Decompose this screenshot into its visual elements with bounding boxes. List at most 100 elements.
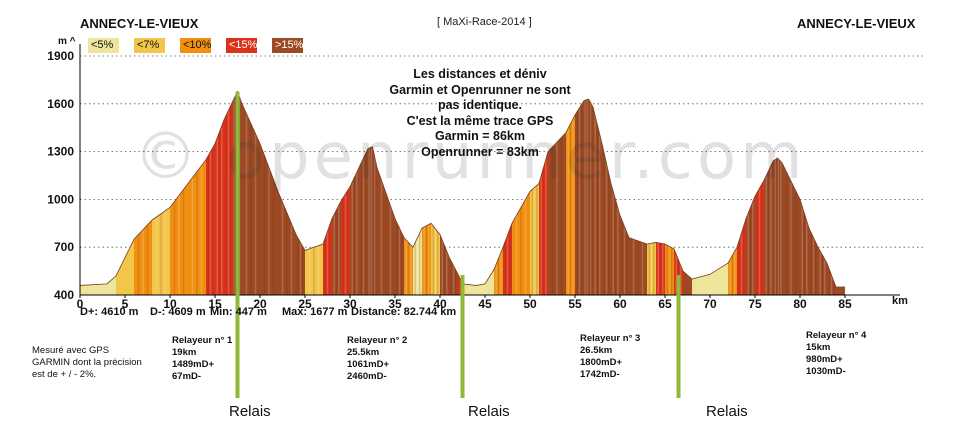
profile-segment — [620, 215, 629, 295]
profile-segment — [800, 199, 809, 295]
profile-segment — [404, 237, 413, 295]
relay-d-minus: 67mD- — [172, 371, 202, 382]
profile-segment — [809, 228, 818, 295]
profile-segment — [395, 218, 404, 295]
relay-name: Relayeur n° 3 — [580, 333, 641, 344]
profile-segment — [782, 162, 800, 295]
note-line: Garmin et Openrunner ne sont — [389, 82, 571, 97]
profile-segment — [755, 180, 764, 295]
profile-segment — [116, 239, 134, 295]
y-tick-label: 1600 — [47, 97, 74, 111]
profile-outline — [79, 90, 845, 288]
legend-item: <7% — [134, 38, 165, 53]
y-tick-label: 700 — [54, 240, 74, 254]
profile-segment — [827, 263, 836, 295]
profile-segment — [359, 148, 368, 295]
note-line: Les distances et déniv — [413, 67, 547, 81]
profile-segment — [462, 283, 476, 295]
profile-segment — [710, 263, 728, 295]
x-tick-label: 35 — [388, 297, 402, 311]
relay-2-info: Relayeur n° 2 25.5km 1061mD+ 2460mD- — [347, 335, 407, 383]
profile-segment — [665, 244, 674, 295]
x-tick-label: 0 — [77, 297, 84, 311]
relay-name: Relayeur n° 4 — [806, 330, 867, 341]
x-tick-label: 80 — [793, 297, 807, 311]
relay-3-info: Relayeur n° 3 26.5km 1800mD+ 1742mD- — [580, 333, 640, 381]
relay-marker — [676, 275, 681, 398]
profile-segment — [224, 100, 233, 295]
stat-d-plus: D+: 4610 m — [80, 306, 139, 318]
relay-distance: 15km — [806, 342, 831, 353]
profile-segment — [602, 143, 611, 295]
legend-item: <5% — [88, 38, 119, 53]
watermark: © openrunner.com — [134, 120, 807, 194]
relay-name: Relayeur n° 2 — [347, 335, 408, 346]
x-tick-label: 55 — [568, 297, 582, 311]
profile-segment — [656, 242, 665, 295]
profile-segment — [611, 183, 620, 295]
profile-segment — [107, 275, 116, 295]
profile-segment — [242, 103, 260, 295]
relay-distance: 26.5km — [580, 345, 613, 356]
stat-distance: Distance: 82.744 km — [351, 306, 457, 318]
x-tick-label: 50 — [523, 297, 537, 311]
profile-segment — [80, 283, 107, 295]
y-tick-label: 1300 — [47, 145, 74, 159]
x-tick-label: 10 — [163, 297, 177, 311]
relay-d-plus: 1061mD+ — [347, 359, 389, 370]
profile-segment — [539, 151, 548, 295]
y-tick-label: 1000 — [47, 192, 74, 206]
relay-distance: 25.5km — [347, 347, 380, 358]
profile-segment — [323, 218, 332, 295]
profile-segment — [215, 119, 224, 295]
relay-d-minus: 1030mD- — [806, 366, 846, 377]
profile-segment — [746, 196, 755, 295]
distance-note: Les distances et déniv Garmin et Openrun… — [380, 67, 580, 160]
profile-segment — [494, 247, 503, 295]
profile-segment — [431, 223, 440, 295]
profile-segment — [777, 157, 782, 295]
profile-segment — [818, 247, 827, 295]
y-tick-label: 1900 — [47, 49, 74, 63]
relais-label-2: Relais — [468, 403, 510, 420]
x-tick-label: 60 — [613, 297, 627, 311]
note-line: Openrunner = 83km — [421, 144, 539, 159]
x-tick-label: 20 — [253, 297, 267, 311]
relay-4-info: Relayeur n° 4 15km 980mD+ 1030mD- — [806, 330, 866, 378]
profile-segment — [530, 183, 539, 295]
profile-segment — [764, 161, 773, 295]
profile-segment — [512, 191, 530, 295]
legend-item: <15% — [226, 38, 257, 53]
relais-label-1: Relais — [229, 403, 271, 420]
y-tick-label: 400 — [54, 288, 74, 302]
profile-segment — [692, 274, 710, 295]
profile-segment — [728, 247, 737, 295]
profile-segment — [836, 287, 845, 295]
x-tick-label: 45 — [478, 297, 492, 311]
profile-segment — [368, 146, 373, 295]
relay-1-info: Relayeur n° 1 19km 1489mD+ 67mD- — [172, 335, 232, 383]
stat-max: Max: 1677 m — [282, 306, 348, 318]
profile-segment — [440, 234, 449, 295]
relay-d-plus: 1489mD+ — [172, 359, 214, 370]
note-line: Garmin = 86km — [435, 129, 525, 143]
profile-segment — [296, 234, 305, 295]
profile-segment — [593, 106, 602, 295]
profile-segment — [413, 228, 422, 295]
profile-segment — [206, 143, 215, 295]
profile-segment — [773, 157, 778, 295]
profile-segment — [332, 200, 341, 295]
stat-min: Min: 447 m — [210, 306, 267, 318]
profile-segment — [260, 143, 278, 295]
profile-segment — [422, 223, 431, 295]
profile-segment — [449, 256, 458, 295]
profile-segment — [674, 248, 683, 295]
profile-segment — [152, 207, 170, 295]
relay-distance: 19km — [172, 347, 197, 358]
gps-precision-note: Mesuré avec GPS GARMIN dont la précision… — [32, 345, 142, 380]
x-tick-label: 40 — [433, 297, 447, 311]
profile-segment — [341, 186, 350, 295]
relay-marker — [235, 91, 240, 398]
profile-segment — [647, 242, 656, 295]
